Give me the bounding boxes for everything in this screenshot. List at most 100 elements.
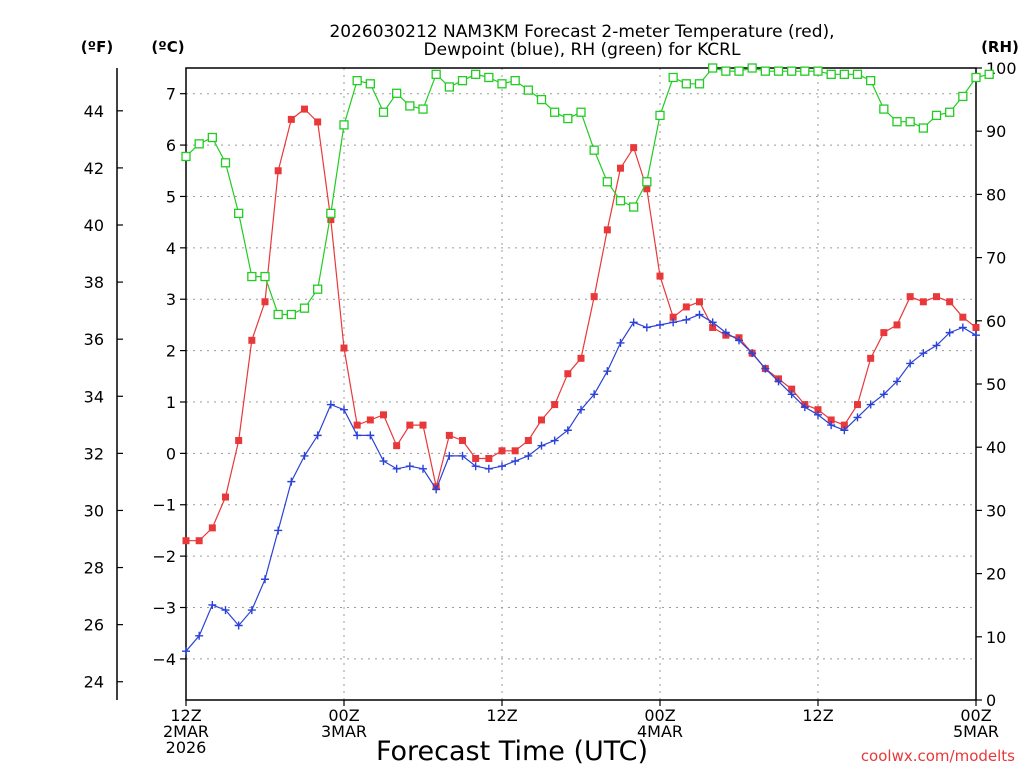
data-point bbox=[538, 416, 545, 424]
time-tick-label: 3MAR bbox=[321, 722, 367, 741]
chart-title-line2: Dewpoint (blue), RH (green) for KCRL bbox=[424, 40, 741, 60]
data-point bbox=[603, 367, 612, 376]
celsius-tick-label: 3 bbox=[166, 290, 176, 309]
data-point bbox=[827, 416, 835, 424]
data-point bbox=[866, 400, 875, 409]
data-point bbox=[195, 631, 204, 640]
rh-tick-label: 90 bbox=[986, 122, 1006, 141]
data-point bbox=[220, 158, 231, 168]
data-point bbox=[946, 298, 954, 306]
data-point bbox=[880, 329, 888, 337]
data-point bbox=[853, 413, 862, 422]
data-point bbox=[419, 421, 427, 429]
data-point bbox=[669, 318, 678, 327]
data-point bbox=[405, 462, 414, 471]
data-point bbox=[682, 303, 690, 311]
x-axis-title: Forecast Time (UTC) bbox=[376, 736, 648, 767]
data-point bbox=[182, 647, 190, 656]
series-temperature bbox=[182, 105, 980, 545]
rh-tick-label: 30 bbox=[986, 501, 1006, 520]
data-point bbox=[498, 447, 506, 455]
data-point bbox=[972, 323, 980, 331]
data-point bbox=[536, 94, 547, 105]
data-point bbox=[471, 69, 481, 79]
fahrenheit-tick-label: 40 bbox=[84, 216, 104, 235]
time-tick-label: 00Z bbox=[644, 706, 675, 725]
fahrenheit-tick-label: 24 bbox=[84, 673, 104, 692]
data-point bbox=[760, 66, 770, 76]
data-point bbox=[788, 385, 796, 393]
data-point bbox=[339, 120, 349, 130]
data-point bbox=[748, 349, 757, 358]
data-point bbox=[919, 349, 928, 358]
data-point bbox=[735, 336, 743, 345]
data-point bbox=[287, 477, 296, 486]
data-point bbox=[444, 82, 454, 92]
data-point bbox=[366, 431, 375, 440]
data-point bbox=[893, 377, 901, 386]
celsius-tick-label: −4 bbox=[152, 650, 176, 669]
data-point bbox=[182, 537, 190, 545]
data-point bbox=[327, 216, 335, 224]
data-point bbox=[708, 318, 717, 327]
data-point bbox=[879, 390, 888, 399]
chart-title-line1: 2026030212 NAM3KM Forecast 2-meter Tempe… bbox=[329, 22, 834, 42]
series-line bbox=[186, 108, 977, 542]
data-point bbox=[590, 390, 599, 399]
data-point bbox=[656, 272, 664, 280]
data-point bbox=[313, 284, 323, 294]
series-rh bbox=[181, 63, 994, 320]
data-point bbox=[589, 145, 599, 155]
data-point bbox=[668, 72, 678, 83]
data-point bbox=[207, 132, 217, 143]
grid-lines bbox=[186, 68, 976, 700]
data-point bbox=[669, 313, 677, 321]
data-point bbox=[340, 344, 348, 352]
fahrenheit-tick-label: 36 bbox=[84, 330, 104, 349]
series-dewpoint bbox=[182, 310, 980, 656]
data-point bbox=[353, 421, 361, 429]
fahrenheit-tick-label: 30 bbox=[84, 501, 104, 520]
data-point bbox=[840, 426, 849, 435]
plot-frame bbox=[185, 67, 977, 701]
series-line bbox=[185, 67, 990, 316]
data-point bbox=[511, 447, 519, 455]
data-point bbox=[564, 370, 572, 378]
data-point bbox=[945, 328, 954, 337]
data-point bbox=[459, 437, 466, 445]
data-point bbox=[431, 69, 441, 79]
data-point bbox=[445, 451, 454, 460]
data-point bbox=[709, 323, 717, 331]
data-point bbox=[195, 537, 203, 545]
data-point bbox=[286, 309, 296, 320]
celsius-tick-label: −1 bbox=[152, 496, 176, 515]
data-point bbox=[839, 69, 849, 79]
time-tick-label: 4MAR bbox=[637, 722, 683, 741]
data-point bbox=[734, 66, 744, 76]
data-point bbox=[852, 69, 863, 79]
rh-tick-label: 20 bbox=[986, 565, 1006, 584]
data-point bbox=[194, 139, 204, 149]
data-point bbox=[551, 401, 559, 409]
data-point bbox=[681, 79, 691, 89]
data-point bbox=[958, 91, 968, 102]
data-point bbox=[353, 431, 362, 440]
data-point bbox=[497, 79, 507, 89]
data-point bbox=[524, 437, 532, 445]
unit-rh-label: (RH) bbox=[981, 38, 1019, 56]
time-tick-label: 12Z bbox=[170, 706, 201, 725]
data-point bbox=[787, 390, 796, 399]
data-point bbox=[774, 377, 783, 386]
data-point bbox=[576, 107, 586, 117]
time-tick-label: 12Z bbox=[802, 706, 833, 725]
data-point bbox=[854, 401, 861, 409]
data-point bbox=[643, 185, 651, 193]
data-point bbox=[893, 321, 901, 329]
data-point bbox=[708, 63, 718, 73]
data-point bbox=[234, 621, 243, 630]
celsius-tick-label: −3 bbox=[152, 599, 176, 618]
data-point bbox=[892, 117, 902, 127]
data-point bbox=[181, 151, 191, 162]
